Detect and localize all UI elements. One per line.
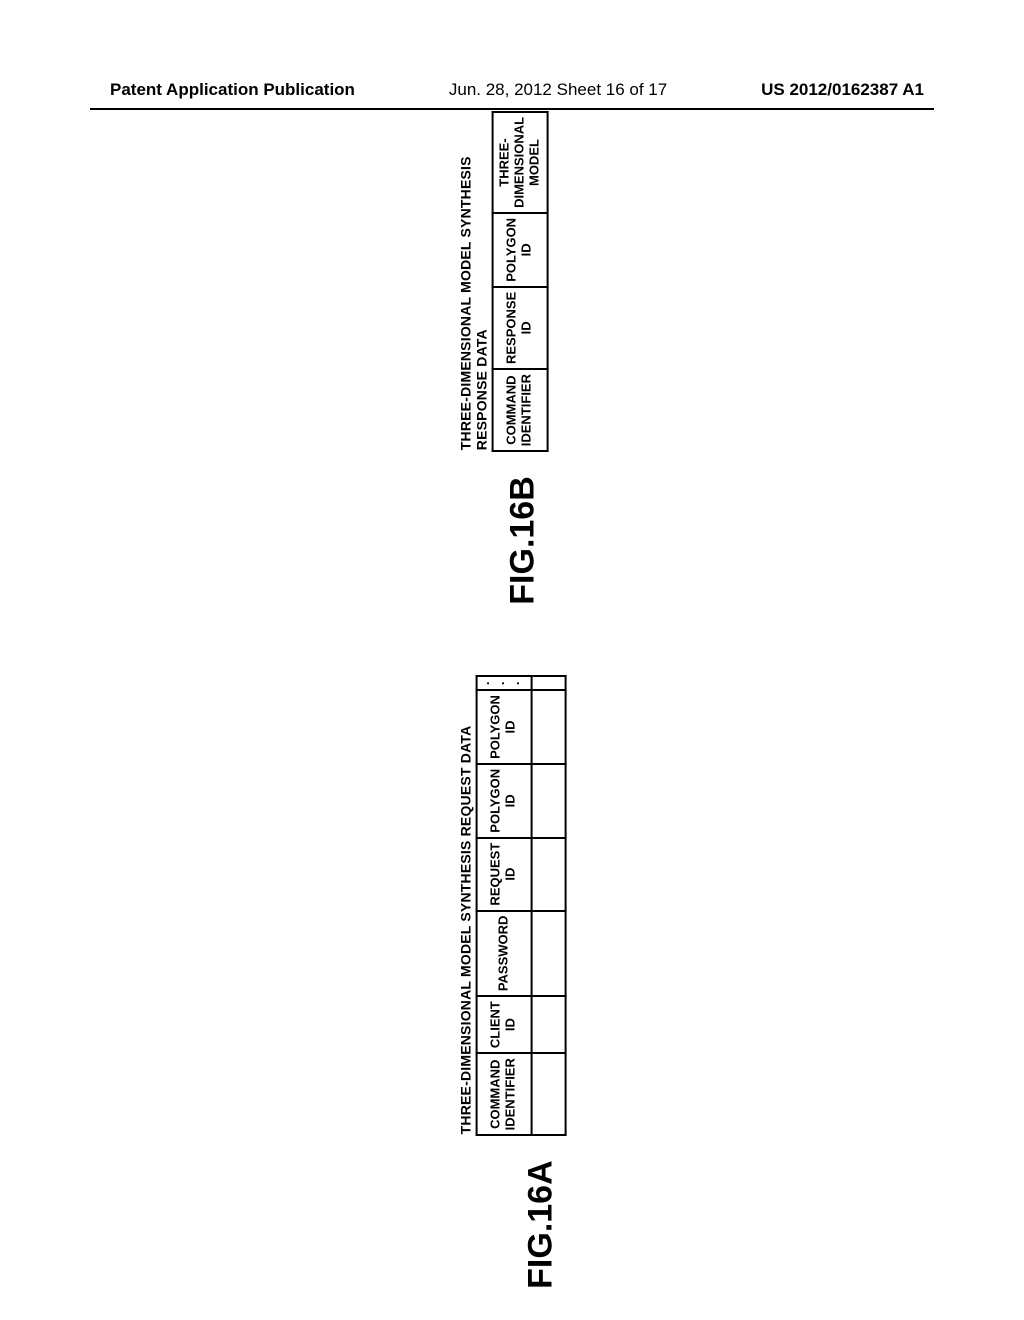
header-divider xyxy=(90,108,934,110)
content-area: FIG.16A THREE-DIMENSIONAL MODEL SYNTHESI… xyxy=(0,200,1024,1200)
rotated-figure-group: FIG.16A THREE-DIMENSIONAL MODEL SYNTHESI… xyxy=(458,200,567,1200)
col-polygon-id: POLYGON ID xyxy=(493,213,548,287)
col-response-id: RESPONSEID xyxy=(493,287,548,369)
figure-16a-title: THREE-DIMENSIONAL MODEL SYNTHESIS REQUES… xyxy=(458,675,474,1135)
figure-16a-table: COMMANDIDENTIFIER CLIENT ID PASSWORD REQ… xyxy=(476,675,567,1137)
table-header-row: COMMANDIDENTIFIER CLIENT ID PASSWORD REQ… xyxy=(477,676,532,1136)
figure-16b-title: THREE-DIMENSIONAL MODEL SYNTHESIS RESPON… xyxy=(458,111,490,450)
figure-16a-label: FIG.16A xyxy=(521,1160,560,1288)
col-polygon-id-1: POLYGONID xyxy=(477,764,532,838)
page-header: Patent Application Publication Jun. 28, … xyxy=(0,80,1024,100)
col-three-dimensional-model: THREE-DIMENSIONAL MODEL xyxy=(493,112,548,213)
col-command-identifier: COMMANDIDENTIFIER xyxy=(477,1053,532,1135)
figures-row: FIG.16A THREE-DIMENSIONAL MODEL SYNTHESI… xyxy=(458,200,567,1200)
figure-16a-block: FIG.16A THREE-DIMENSIONAL MODEL SYNTHESI… xyxy=(458,675,567,1289)
table-row xyxy=(531,676,565,1136)
header-left-text: Patent Application Publication xyxy=(110,80,355,100)
figure-16b-block: FIG.16B THREE-DIMENSIONAL MODEL SYNTHESI… xyxy=(458,111,549,605)
col-command-identifier: COMMANDIDENTIFIER xyxy=(493,369,548,451)
col-client-id: CLIENT ID xyxy=(477,996,532,1053)
header-center-text: Jun. 28, 2012 Sheet 16 of 17 xyxy=(449,80,667,100)
figure-16b-label: FIG.16B xyxy=(503,476,542,604)
col-request-id: REQUESTID xyxy=(477,838,532,911)
col-password: PASSWORD xyxy=(477,911,532,997)
table-header-row: COMMANDIDENTIFIER RESPONSEID POLYGON ID … xyxy=(493,112,548,451)
col-polygon-id-2: POLYGONID xyxy=(477,690,532,764)
figure-16b-table: COMMANDIDENTIFIER RESPONSEID POLYGON ID … xyxy=(492,111,549,452)
col-ellipsis: · · · xyxy=(477,676,532,690)
figure-16b-table-wrap: THREE-DIMENSIONAL MODEL SYNTHESIS RESPON… xyxy=(458,111,549,452)
header-right-text: US 2012/0162387 A1 xyxy=(761,80,924,100)
figure-16a-table-wrap: THREE-DIMENSIONAL MODEL SYNTHESIS REQUES… xyxy=(458,675,567,1137)
